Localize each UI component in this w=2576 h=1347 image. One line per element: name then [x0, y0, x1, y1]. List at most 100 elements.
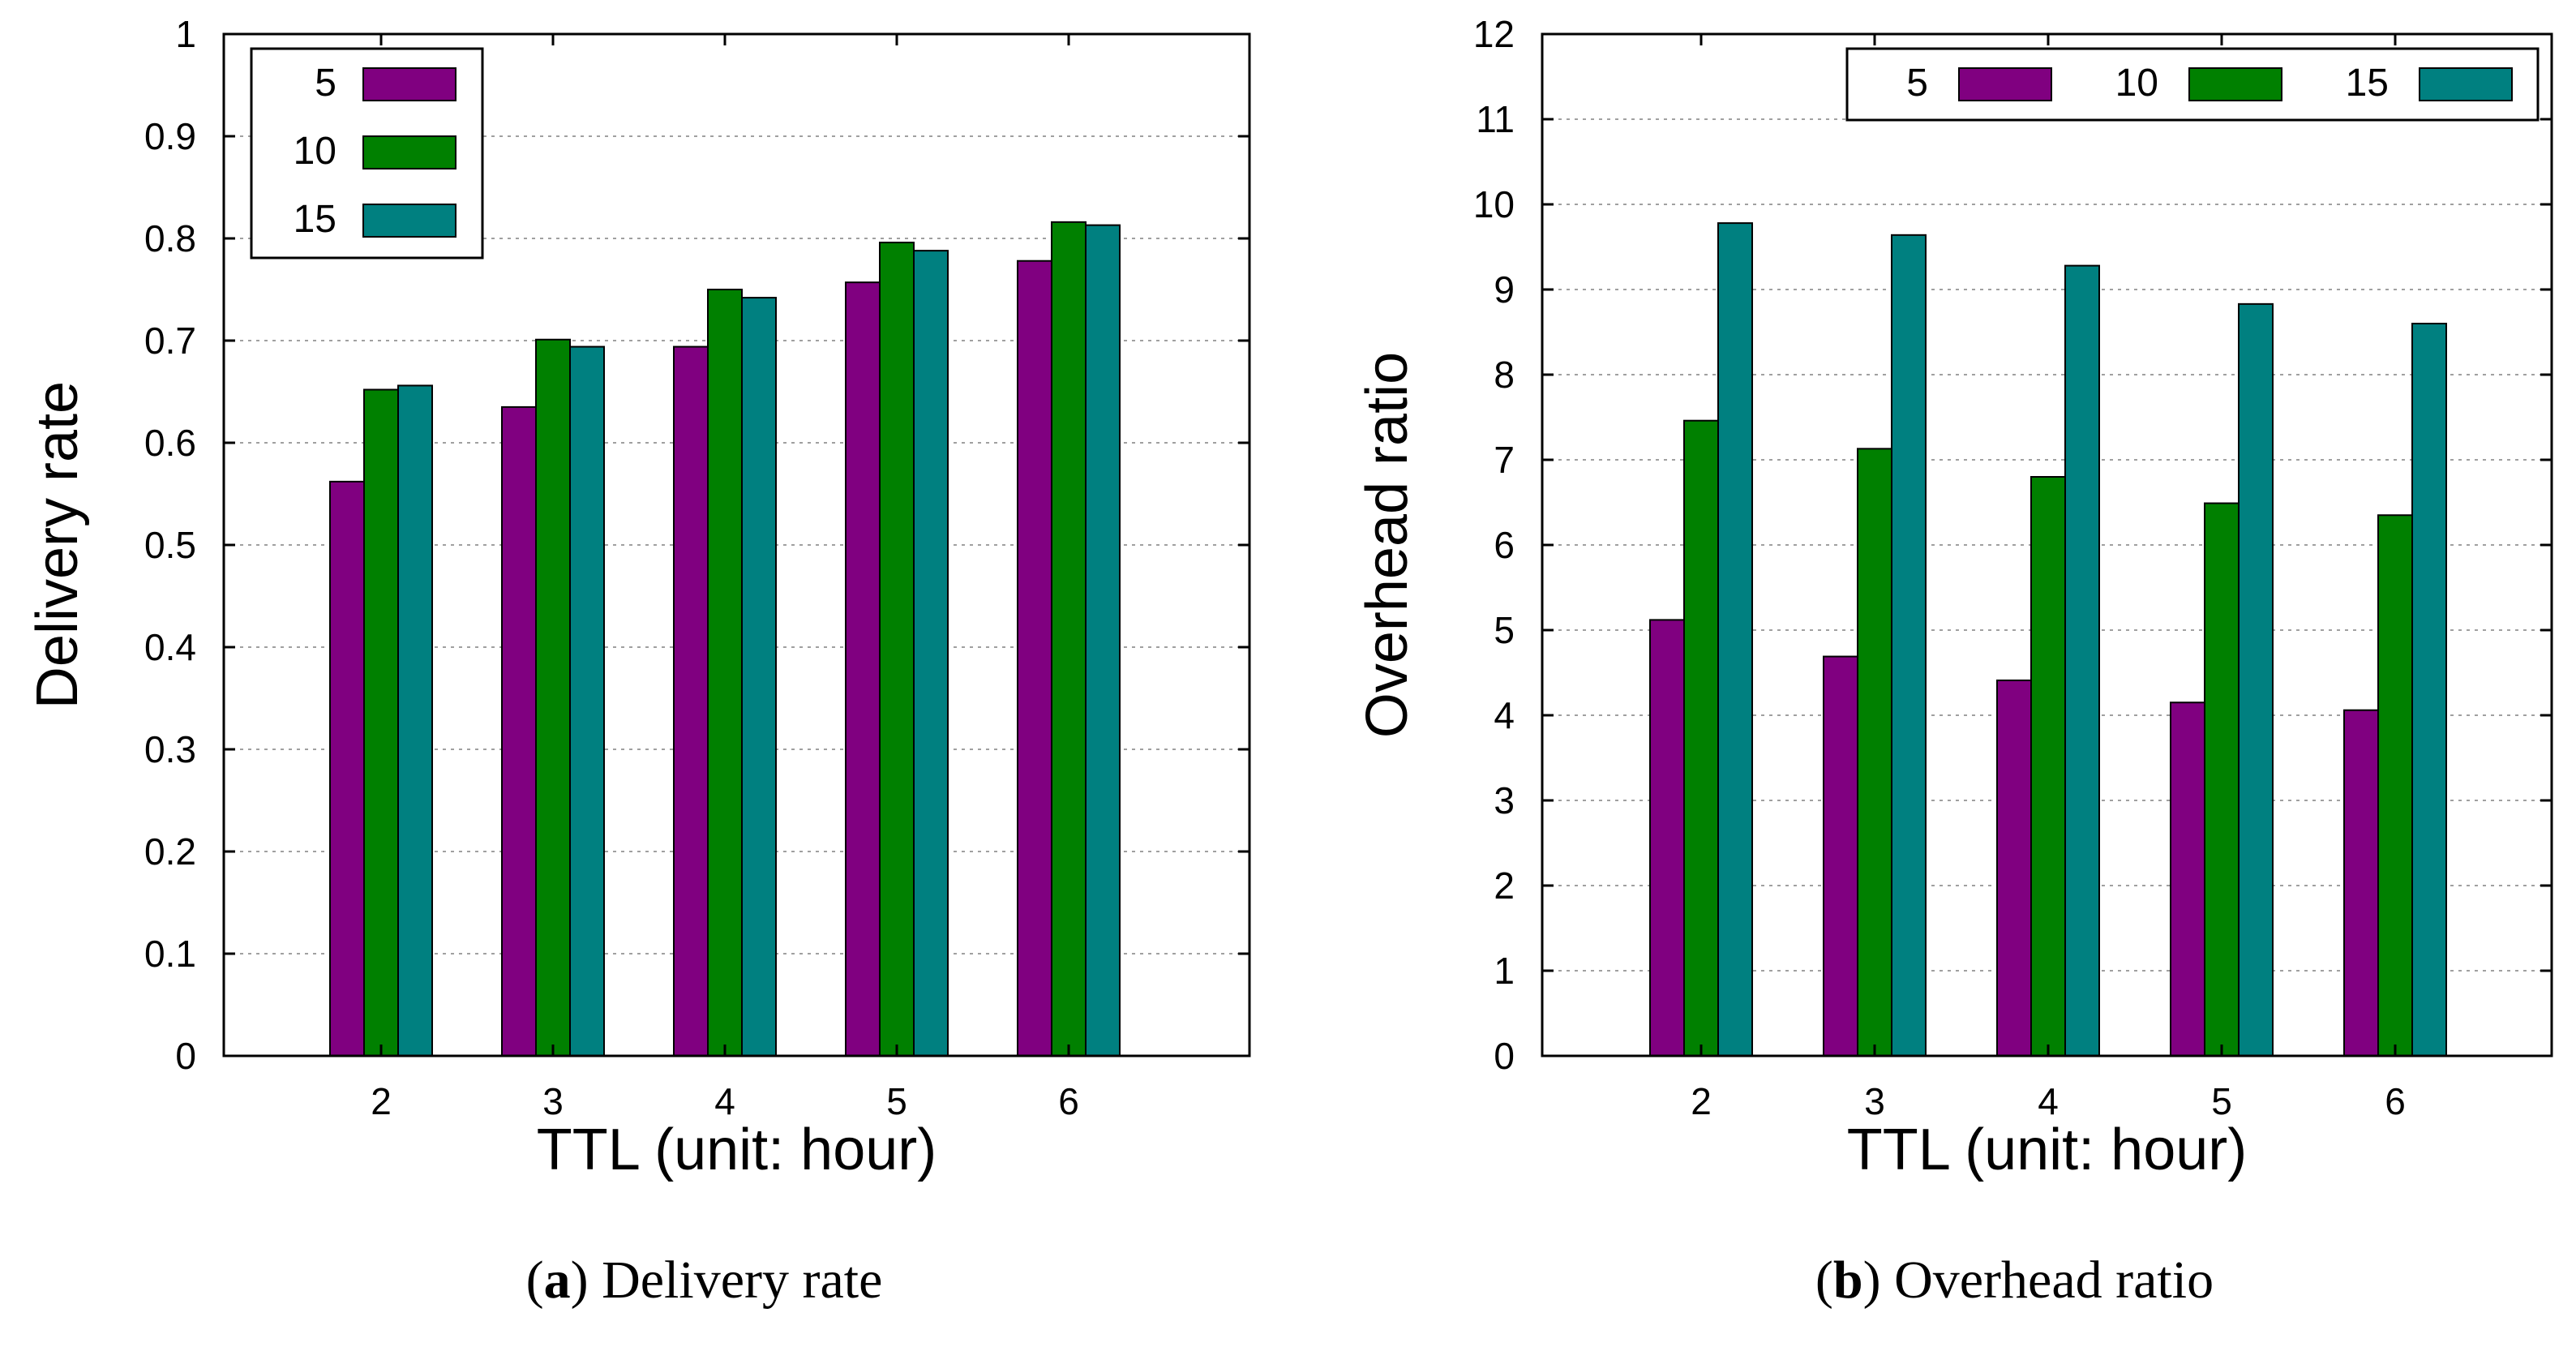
y-tick-label: 1: [175, 13, 196, 55]
x-tick-label: 2: [371, 1080, 392, 1122]
bar-15-ttl-2: [1717, 222, 1753, 1057]
bar-5-ttl-3: [1823, 655, 1858, 1057]
legend-swatch-10: [362, 135, 456, 169]
bar-5-ttl-3: [501, 405, 537, 1057]
caption-letter: b: [1833, 1250, 1863, 1310]
bar-5-ttl-2: [1649, 619, 1685, 1057]
panel-delivery-rate: 0 0.1 0.2 0.3 0.4 0.5 0.6 0.7 0.8 0.9 1 2 3 4 5 6 Deli…: [25, 13, 1251, 1310]
caption-a: (a) Delivery rate: [526, 1250, 883, 1310]
bar-5-ttl-5: [2170, 701, 2205, 1057]
y-tick-label: 0: [175, 1035, 196, 1077]
bar-10-ttl-4: [2030, 476, 2066, 1057]
legend-label-10: 10: [294, 130, 336, 173]
bar-15-ttl-2: [397, 384, 433, 1057]
caption-b: (b) Overhead ratio: [1815, 1250, 2214, 1310]
legend-label-5: 5: [315, 62, 336, 105]
y-tick-label: 0.7: [144, 320, 196, 362]
bar-10-ttl-3: [535, 338, 571, 1057]
bar-5-ttl-4: [1996, 679, 2032, 1057]
legend: 5 10 15: [250, 47, 484, 260]
bar-10-ttl-4: [707, 289, 743, 1057]
y-tick-label: 0.6: [144, 422, 196, 464]
y-tick-label: 9: [1494, 268, 1515, 311]
bar-15-ttl-3: [569, 345, 605, 1057]
y-tick-label: 2: [1494, 864, 1515, 907]
y-tick-label: 8: [1494, 354, 1515, 396]
legend-swatch-5: [362, 67, 456, 101]
y-tick-labels: 0 0.1 0.2 0.3 0.4 0.5 0.6 0.7 0.8 0.9 1: [144, 13, 196, 1077]
bar-10-ttl-2: [1683, 419, 1719, 1057]
x-axis-label: TTL (unit: hour): [1847, 1117, 2248, 1182]
y-tick-label: 0.9: [144, 115, 196, 157]
bar-5-ttl-2: [329, 480, 365, 1057]
bar-10-ttl-5: [2204, 502, 2240, 1057]
bar-10-ttl-6: [2377, 514, 2413, 1057]
bar-15-ttl-5: [913, 250, 949, 1057]
bar-15-ttl-4: [2064, 264, 2100, 1057]
x-axis-label: TTL (unit: hour): [537, 1117, 937, 1182]
y-tick-label: 4: [1494, 694, 1515, 736]
y-tick-label: 0: [1494, 1035, 1515, 1077]
bar-15-ttl-4: [741, 297, 777, 1057]
bar-10-ttl-3: [1857, 448, 1892, 1057]
y-tick-label: 3: [1494, 779, 1515, 821]
y-tick-label: 0.5: [144, 524, 196, 566]
legend-swatch-15: [2419, 67, 2513, 101]
bars: [329, 221, 1121, 1057]
caption-text: Delivery rate: [602, 1250, 882, 1310]
legend-label-15: 15: [2346, 62, 2389, 105]
bar-10-ttl-5: [879, 242, 915, 1057]
caption-text: Overhead ratio: [1894, 1250, 2214, 1310]
caption-close-paren: ): [1863, 1250, 1894, 1310]
legend-label-10: 10: [2115, 62, 2158, 105]
y-axis-label: Delivery rate: [25, 381, 90, 709]
caption-close-paren: ): [571, 1250, 602, 1310]
y-tick-label: 12: [1473, 13, 1515, 55]
y-tick-label: 0.8: [144, 217, 196, 260]
y-axis-label: Overhead ratio: [1355, 352, 1420, 738]
x-tick-label: 5: [2211, 1080, 2232, 1122]
y-tick-label: 6: [1494, 524, 1515, 566]
bar-5-ttl-4: [673, 345, 709, 1057]
plot-frame: [222, 32, 1251, 1057]
y-tick-label: 11: [1476, 98, 1515, 140]
bar-15-ttl-6: [1085, 224, 1121, 1057]
y-tick-label: 7: [1494, 439, 1515, 481]
x-tick-label: 5: [886, 1080, 907, 1122]
bar-5-ttl-6: [2343, 709, 2379, 1057]
legend-label-5: 5: [1906, 62, 1928, 105]
x-tick-labels: 2 3 4 5 6: [1691, 34, 2406, 1122]
y-tick-label: 10: [1473, 183, 1515, 225]
x-tick-label: 6: [1058, 1080, 1079, 1122]
caption-open-paren: (: [526, 1250, 544, 1310]
bar-10-ttl-6: [1051, 221, 1087, 1057]
x-tick-label: 2: [1691, 1080, 1712, 1122]
y-tick-label: 0.2: [144, 830, 196, 873]
x-tick-label: 3: [542, 1080, 564, 1122]
bar-15-ttl-3: [1891, 234, 1927, 1057]
caption-open-paren: (: [1815, 1250, 1833, 1310]
bars: [1649, 222, 2447, 1057]
caption-letter: a: [544, 1250, 571, 1310]
x-tick-label: 3: [1864, 1080, 1885, 1122]
legend-swatch-5: [1958, 67, 2052, 101]
bar-5-ttl-6: [1017, 260, 1052, 1057]
x-tick-label: 4: [714, 1080, 735, 1122]
x-tick-labels: 2 3 4 5 6: [371, 34, 1079, 1122]
bar-15-ttl-5: [2238, 302, 2274, 1057]
y-tick-label: 5: [1494, 609, 1515, 651]
legend-swatch-10: [2188, 67, 2282, 101]
x-tick-label: 4: [2038, 1080, 2059, 1122]
bar-5-ttl-5: [845, 281, 881, 1057]
legend-swatch-15: [362, 204, 456, 238]
y-tick-label: 1: [1494, 950, 1515, 992]
legend-label-15: 15: [294, 198, 336, 241]
y-tick-label: 0.1: [144, 933, 196, 975]
y-tick-label: 0.4: [144, 626, 196, 668]
x-tick-label: 6: [2385, 1080, 2406, 1122]
y-tick-label: 0.3: [144, 728, 196, 770]
bar-10-ttl-2: [363, 388, 399, 1057]
